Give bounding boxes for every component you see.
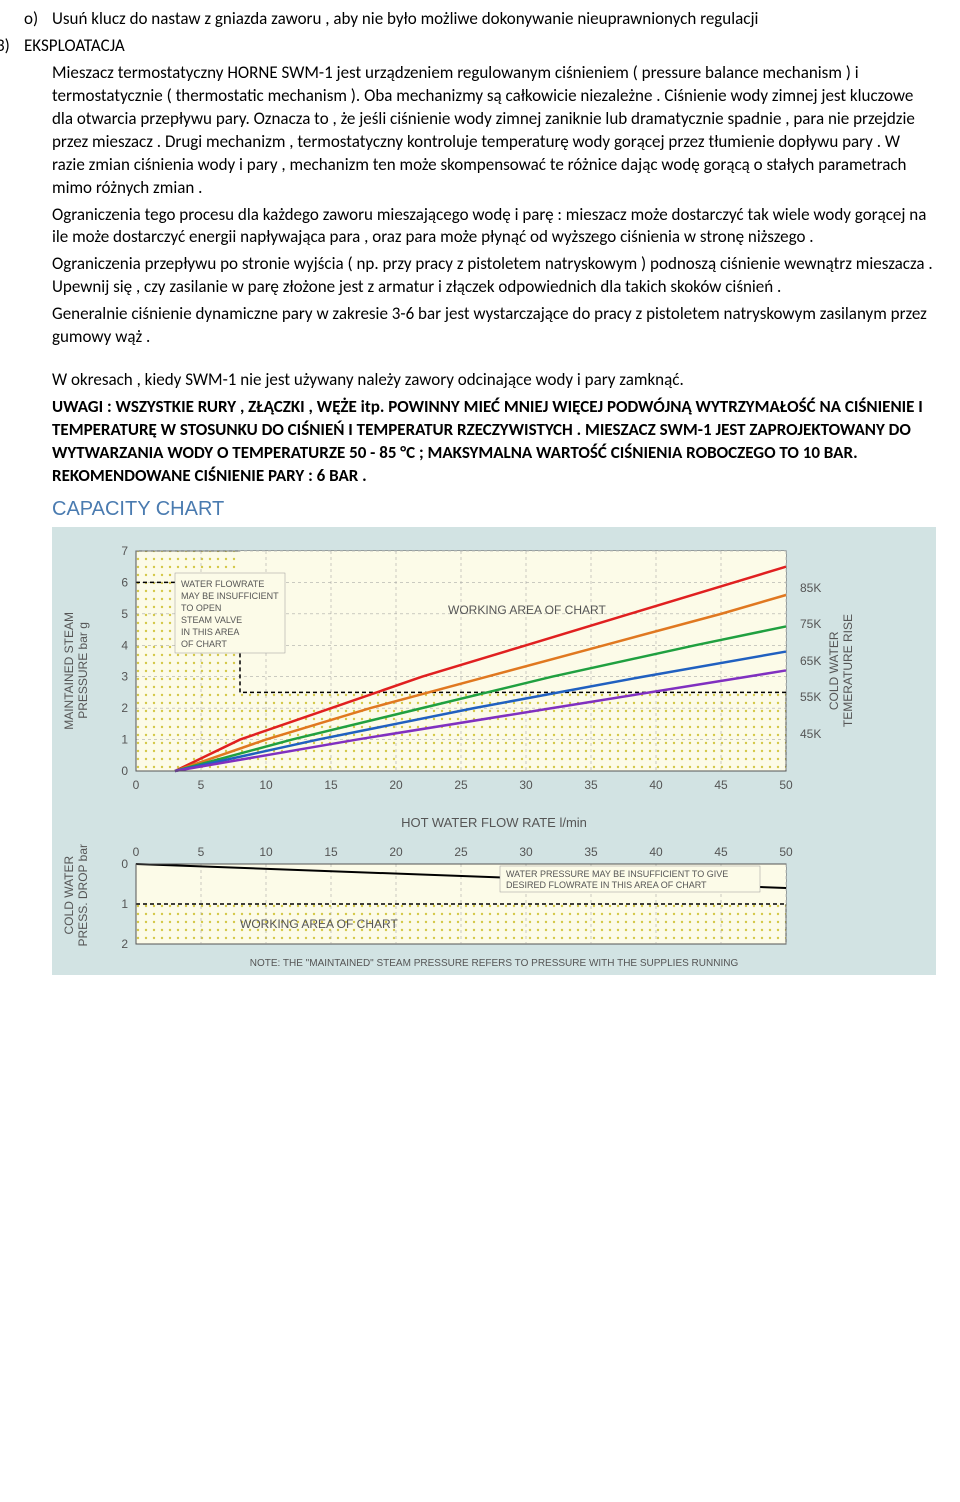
bottom-chart-row: COLD WATERPRESS. DROP bar 05101520253035… bbox=[62, 840, 926, 950]
svg-text:45: 45 bbox=[714, 778, 728, 792]
svg-text:5: 5 bbox=[198, 778, 205, 792]
svg-text:30: 30 bbox=[519, 845, 533, 859]
svg-text:3: 3 bbox=[121, 670, 128, 684]
svg-text:0: 0 bbox=[121, 857, 128, 871]
capacity-chart: MAINTAINED STEAMPRESSURE bar g 051015202… bbox=[52, 527, 936, 975]
right-label-group: 85K75K65K55K45K COLD WATERTEMERATURE RIS… bbox=[800, 601, 855, 741]
top-chart-row: MAINTAINED STEAMPRESSURE bar g 051015202… bbox=[62, 541, 926, 801]
chart-footnote: NOTE: THE "MAINTAINED" STEAM PRESSURE RE… bbox=[62, 958, 926, 969]
svg-text:50: 50 bbox=[779, 845, 793, 859]
bottom-y-axis-label: COLD WATERPRESS. DROP bar bbox=[62, 844, 90, 946]
svg-text:15: 15 bbox=[324, 845, 338, 859]
svg-text:40: 40 bbox=[649, 778, 663, 792]
paragraph: Ograniczenia przepływu po stronie wyjści… bbox=[52, 253, 936, 299]
list-item-o: o) Usuń klucz do nastaw z gniazda zaworu… bbox=[24, 8, 936, 31]
svg-text:5: 5 bbox=[121, 607, 128, 621]
list-item-3: 3) EKSPLOATACJA bbox=[24, 35, 936, 58]
svg-text:DESIRED FLOWRATE IN THIS AREA: DESIRED FLOWRATE IN THIS AREA OF CHART bbox=[506, 880, 707, 890]
svg-text:WATER FLOWRATE: WATER FLOWRATE bbox=[181, 579, 264, 589]
svg-text:1: 1 bbox=[121, 897, 128, 911]
right-tick-labels: 85K75K65K55K45K bbox=[800, 581, 821, 741]
chart-title: CAPACITY CHART bbox=[52, 498, 936, 521]
svg-text:25: 25 bbox=[454, 778, 468, 792]
svg-text:10: 10 bbox=[259, 778, 273, 792]
svg-text:1: 1 bbox=[121, 732, 128, 746]
svg-text:WORKING AREA OF CHART: WORKING AREA OF CHART bbox=[448, 603, 606, 617]
svg-text:0: 0 bbox=[121, 764, 128, 778]
svg-text:WATER PRESSURE MAY BE INSUFFIC: WATER PRESSURE MAY BE INSUFFICIENT TO GI… bbox=[506, 869, 728, 879]
svg-text:5: 5 bbox=[198, 845, 205, 859]
svg-text:25: 25 bbox=[454, 845, 468, 859]
svg-text:7: 7 bbox=[121, 544, 128, 558]
svg-text:TO OPEN: TO OPEN bbox=[181, 603, 221, 613]
x-axis-label: HOT WATER FLOW RATE l/min bbox=[62, 815, 926, 830]
svg-text:2: 2 bbox=[121, 937, 128, 950]
svg-text:10: 10 bbox=[259, 845, 273, 859]
svg-text:0: 0 bbox=[133, 845, 140, 859]
y-axis-label-right: COLD WATERTEMERATURE RISE bbox=[827, 614, 855, 727]
svg-text:35: 35 bbox=[584, 778, 598, 792]
svg-text:0: 0 bbox=[133, 778, 140, 792]
warning-paragraph: UWAGI : WSZYSTKIE RURY , ZŁĄCZKI , WĘŻE … bbox=[52, 396, 936, 488]
svg-text:OF CHART: OF CHART bbox=[181, 639, 227, 649]
svg-text:20: 20 bbox=[389, 845, 403, 859]
y-axis-label-left: MAINTAINED STEAMPRESSURE bar g bbox=[62, 612, 90, 730]
svg-text:WORKING AREA OF CHART: WORKING AREA OF CHART bbox=[240, 917, 398, 931]
svg-text:20: 20 bbox=[389, 778, 403, 792]
svg-text:35: 35 bbox=[584, 845, 598, 859]
body-text: Mieszacz termostatyczny HORNE SWM-1 jest… bbox=[24, 62, 936, 488]
svg-text:50: 50 bbox=[779, 778, 793, 792]
list-marker: o) bbox=[24, 8, 52, 31]
svg-text:15: 15 bbox=[324, 778, 338, 792]
paragraph: Mieszacz termostatyczny HORNE SWM-1 jest… bbox=[52, 62, 936, 200]
svg-text:IN THIS AREA: IN THIS AREA bbox=[181, 627, 239, 637]
svg-text:40: 40 bbox=[649, 845, 663, 859]
list-marker: 3) bbox=[0, 35, 24, 58]
svg-text:6: 6 bbox=[121, 575, 128, 589]
svg-text:4: 4 bbox=[121, 638, 128, 652]
paragraph: Generalnie ciśnienie dynamiczne pary w z… bbox=[52, 303, 936, 349]
bottom-chart-svg: 0 5 10 15 20 25 30 35 40 45 50 0 1 2 WORKING AREA OF C… bbox=[96, 840, 796, 950]
top-chart-svg: 0510152025303540455001234567WATER FLOWRA… bbox=[96, 541, 796, 801]
svg-text:STEAM VALVE: STEAM VALVE bbox=[181, 615, 242, 625]
svg-text:30: 30 bbox=[519, 778, 533, 792]
paragraph: W okresach , kiedy SWM-1 nie jest używan… bbox=[52, 369, 936, 392]
svg-text:45: 45 bbox=[714, 845, 728, 859]
svg-text:2: 2 bbox=[121, 701, 128, 715]
paragraph: Ograniczenia tego procesu dla każdego za… bbox=[52, 204, 936, 250]
svg-text:MAY BE INSUFFICIENT: MAY BE INSUFFICIENT bbox=[181, 591, 279, 601]
list-text: Usuń klucz do nastaw z gniazda zaworu , … bbox=[52, 8, 936, 31]
list-heading: EKSPLOATACJA bbox=[24, 35, 936, 58]
